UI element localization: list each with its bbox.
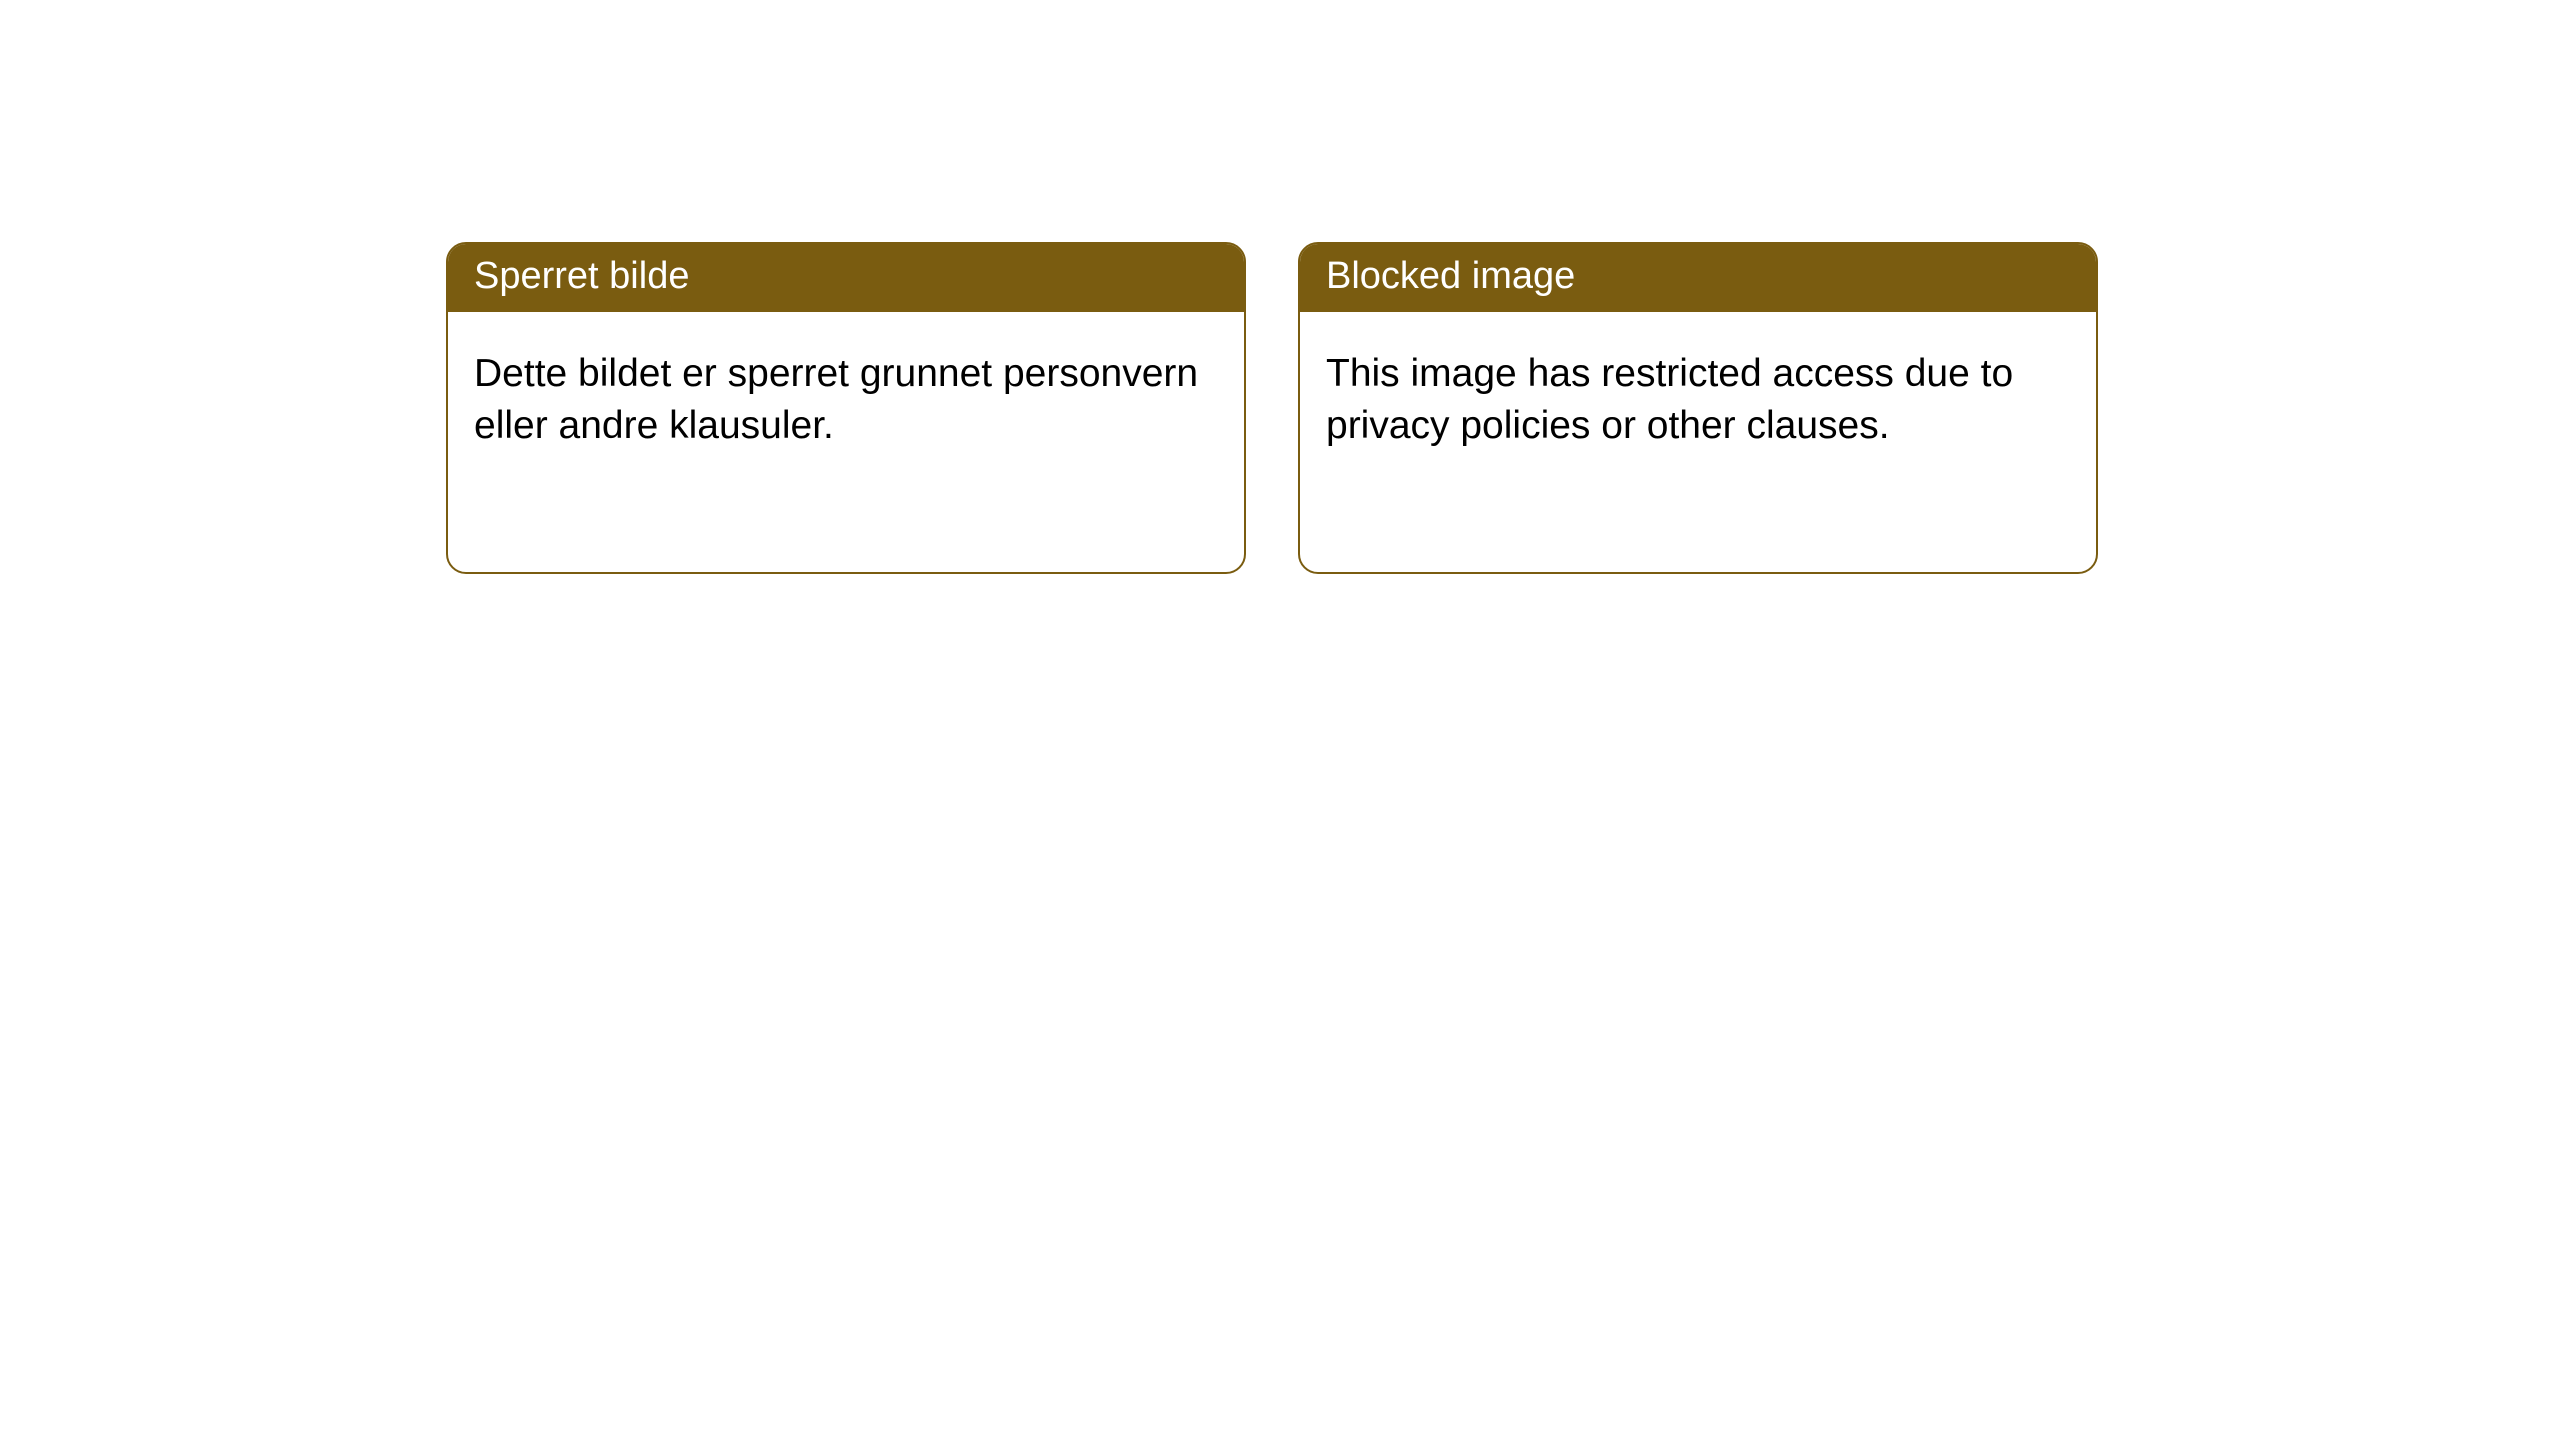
card-body: Dette bildet er sperret grunnet personve… xyxy=(448,312,1244,489)
notice-card-norwegian: Sperret bilde Dette bildet er sperret gr… xyxy=(446,242,1246,574)
card-body: This image has restricted access due to … xyxy=(1300,312,2096,489)
card-header: Blocked image xyxy=(1300,244,2096,312)
notice-card-english: Blocked image This image has restricted … xyxy=(1298,242,2098,574)
card-header: Sperret bilde xyxy=(448,244,1244,312)
notice-cards-container: Sperret bilde Dette bildet er sperret gr… xyxy=(446,242,2098,574)
